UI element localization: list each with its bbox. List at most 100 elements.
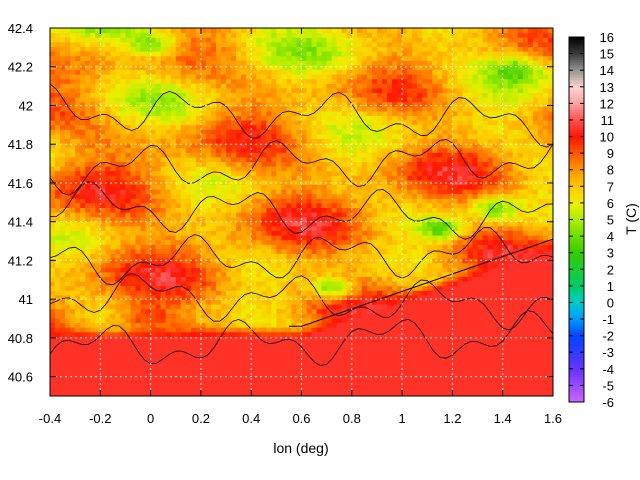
heatmap-cell bbox=[452, 331, 459, 337]
heatmap-cell bbox=[361, 350, 368, 356]
heatmap-cell bbox=[537, 368, 544, 374]
heatmap-cell bbox=[256, 377, 262, 383]
heatmap-cell bbox=[150, 235, 157, 241]
heatmap-cell bbox=[346, 299, 353, 305]
heatmap-cell bbox=[462, 313, 469, 319]
heatmap-cell bbox=[80, 225, 86, 231]
heatmap-cell bbox=[180, 331, 187, 337]
heatmap-cell bbox=[215, 225, 222, 231]
heatmap-cell bbox=[90, 216, 96, 222]
heatmap-cell bbox=[221, 230, 227, 236]
heatmap-cell bbox=[115, 382, 122, 388]
heatmap-cell bbox=[306, 212, 313, 218]
heatmap-cell bbox=[145, 327, 152, 333]
heatmap-cell bbox=[226, 166, 232, 172]
heatmap-cell bbox=[210, 248, 217, 254]
heatmap-cell bbox=[522, 212, 529, 218]
heatmap-cell bbox=[251, 304, 257, 310]
heatmap-cell bbox=[311, 304, 318, 310]
heatmap-cell bbox=[190, 221, 197, 227]
heatmap-cell bbox=[397, 212, 403, 218]
heatmap-cell bbox=[502, 276, 509, 282]
heatmap-cell bbox=[422, 193, 428, 199]
heatmap-cell bbox=[55, 317, 61, 323]
heatmap-cell bbox=[70, 285, 76, 291]
heatmap-cell bbox=[507, 202, 514, 208]
heatmap-cell bbox=[427, 336, 433, 342]
heatmap-cell bbox=[487, 317, 494, 323]
heatmap-cell bbox=[351, 258, 358, 264]
heatmap-cell bbox=[316, 299, 323, 305]
heatmap-cell bbox=[170, 271, 177, 277]
heatmap-cell bbox=[155, 345, 162, 351]
heatmap-cell bbox=[311, 281, 318, 287]
heatmap-cell bbox=[306, 313, 313, 319]
heatmap-cell bbox=[407, 345, 413, 351]
heatmap-cell bbox=[200, 216, 207, 222]
heatmap-cell bbox=[306, 244, 313, 250]
heatmap-cell bbox=[502, 294, 509, 300]
heatmap-cell bbox=[381, 368, 388, 374]
heatmap-cell bbox=[492, 239, 499, 245]
heatmap-cell bbox=[336, 212, 343, 218]
heatmap-cell bbox=[95, 166, 101, 172]
heatmap-cell bbox=[80, 363, 86, 369]
heatmap-cell bbox=[175, 239, 182, 245]
heatmap-cell bbox=[542, 327, 549, 333]
heatmap-cell bbox=[407, 202, 413, 208]
heatmap-cell bbox=[276, 244, 282, 250]
heatmap-cell bbox=[547, 244, 553, 250]
heatmap-cell bbox=[321, 267, 328, 273]
heatmap-cell bbox=[301, 258, 308, 264]
heatmap-cell bbox=[427, 166, 433, 172]
heatmap-cell bbox=[60, 230, 66, 236]
heatmap-cell bbox=[522, 207, 529, 213]
heatmap-cell bbox=[110, 359, 116, 365]
heatmap-cell bbox=[427, 253, 433, 259]
heatmap-cell bbox=[517, 294, 524, 300]
heatmap-cell bbox=[210, 239, 217, 245]
heatmap-cell bbox=[371, 304, 378, 310]
heatmap-cell bbox=[155, 230, 162, 236]
heatmap-cell bbox=[316, 216, 323, 222]
heatmap-cell bbox=[291, 258, 298, 264]
heatmap-cell bbox=[271, 391, 277, 396]
heatmap-cell bbox=[422, 350, 428, 356]
heatmap-cell bbox=[215, 313, 222, 319]
heatmap-cell bbox=[522, 253, 529, 259]
heatmap-cell bbox=[160, 179, 167, 185]
heatmap-cell bbox=[467, 225, 474, 231]
heatmap-cell bbox=[356, 322, 363, 328]
heatmap-cell bbox=[261, 340, 267, 346]
heatmap-cell bbox=[246, 359, 252, 365]
heatmap-cell bbox=[462, 386, 469, 392]
heatmap-cell bbox=[130, 253, 137, 259]
heatmap-cell bbox=[226, 368, 232, 374]
heatmap-cell bbox=[356, 225, 363, 231]
heatmap-cell bbox=[85, 294, 91, 300]
heatmap-cell bbox=[271, 345, 277, 351]
heatmap-cell bbox=[160, 175, 167, 181]
heatmap-cell bbox=[221, 258, 227, 264]
heatmap-cell bbox=[306, 359, 313, 365]
heatmap-cell bbox=[532, 368, 539, 374]
heatmap-cell bbox=[336, 359, 343, 365]
heatmap-cell bbox=[175, 299, 182, 305]
heatmap-cell bbox=[477, 170, 484, 176]
heatmap-cell bbox=[65, 363, 71, 369]
heatmap-cell bbox=[65, 170, 71, 176]
heatmap-cell bbox=[341, 225, 348, 231]
heatmap-cell bbox=[261, 290, 267, 296]
heatmap-cell bbox=[331, 175, 338, 181]
heatmap-cell bbox=[376, 175, 383, 181]
heatmap-cell bbox=[527, 359, 534, 365]
heatmap-cell bbox=[361, 391, 368, 396]
heatmap-cell bbox=[65, 354, 71, 360]
heatmap-cell bbox=[376, 386, 383, 392]
heatmap-cell bbox=[407, 189, 413, 195]
heatmap-cell bbox=[301, 239, 308, 245]
heatmap-cell bbox=[397, 294, 403, 300]
heatmap-cell bbox=[331, 322, 338, 328]
heatmap-cell bbox=[397, 354, 403, 360]
heatmap-cell bbox=[407, 304, 413, 310]
